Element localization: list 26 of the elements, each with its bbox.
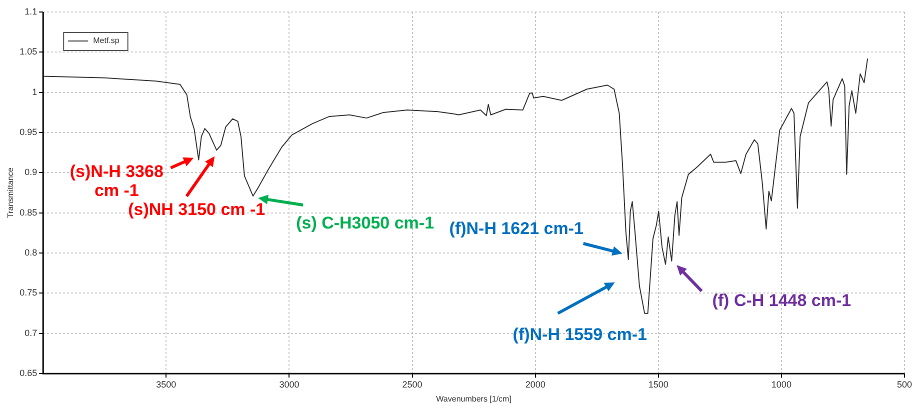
y-tick-label: 0.9 [24,167,38,178]
y-tick-label: 1.05 [20,46,38,57]
y-tick-label: 0.75 [20,288,38,298]
x-tick-label: 500 [896,379,912,390]
x-tick-label: 2500 [402,379,422,390]
y-tick-label: 1 [32,86,38,97]
x-tick-label: 1500 [648,379,668,390]
y-axis-title: Transmittance [6,167,16,218]
x-tick-label: 1000 [771,379,792,390]
y-tick-label: 0.7 [24,328,38,338]
annotation: (f)N-H 1559 cm-1 [512,325,647,344]
y-tick-label: 0.65 [20,368,38,378]
x-tick-label: 3000 [279,379,300,390]
annotation: (f) C-H 1448 cm-1 [712,290,852,310]
y-tick-label: 1.1 [24,6,38,16]
annotation: (s)N-H 3368 cm -1 [70,162,164,200]
annotation: (s)NH 3150 cm -1 [128,200,266,219]
legend-label: Metf.sp [93,36,120,46]
annotation: (s) C-H3050 cm-1 [296,214,434,233]
x-tick-label: 3500 [156,379,176,390]
annotation: (f)N-H 1621 cm-1 [449,219,584,238]
y-tick-label: 0.8 [24,248,38,258]
y-tick-label: 0.85 [20,207,38,218]
y-tick-label: 0.95 [20,127,38,138]
x-axis-title: Wavenumbers [1/cm] [436,394,512,404]
x-tick-label: 2000 [525,379,546,390]
